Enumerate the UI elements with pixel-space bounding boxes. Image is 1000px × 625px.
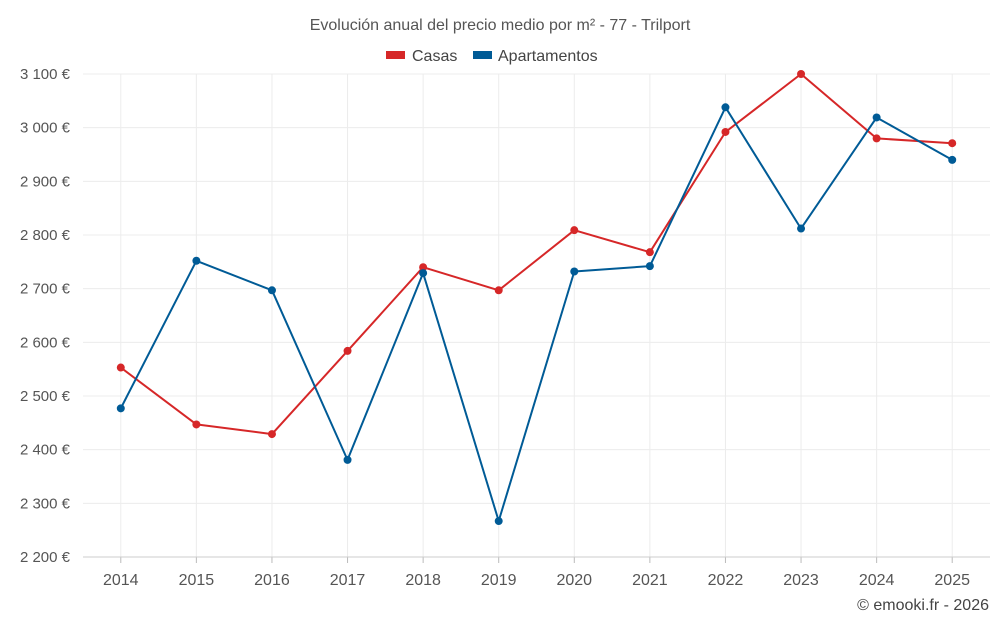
- grid: [83, 73, 990, 557]
- x-tick-label: 2018: [405, 572, 441, 589]
- axes: 2 200 € 2 300 € 2 400 € 2 500 € 2 600 € 2 700…: [20, 66, 990, 589]
- data-point-apartamentos[interactable]: [872, 113, 881, 122]
- legend-swatch-apartamentos: [473, 51, 492, 59]
- legend-label-casas[interactable]: Casas: [412, 48, 457, 65]
- data-point-apartamentos[interactable]: [192, 256, 201, 265]
- x-tick-label: 2016: [254, 572, 290, 589]
- y-tick-label: 2 600 €: [20, 334, 71, 351]
- data-point-casas[interactable]: [343, 346, 352, 355]
- x-tick-label: 2015: [179, 572, 215, 589]
- y-tick-label: 3 100 €: [20, 66, 71, 83]
- y-tick-label: 2 200 €: [20, 549, 71, 566]
- data-point-apartamentos[interactable]: [267, 286, 276, 295]
- legend: Casas Apartamentos: [386, 48, 598, 65]
- y-tick-label: 3 000 €: [20, 120, 71, 137]
- series-line-apartamentos: [119, 106, 953, 522]
- x-tick-label: 2024: [859, 572, 895, 589]
- data-point-apartamentos[interactable]: [570, 267, 579, 276]
- x-tick-label: 2014: [103, 572, 139, 589]
- data-point-apartamentos[interactable]: [419, 269, 428, 278]
- data-point-casas[interactable]: [948, 139, 957, 148]
- data-point-casas[interactable]: [797, 70, 806, 78]
- series: [116, 70, 957, 526]
- y-tick-label: 2 900 €: [20, 173, 71, 190]
- legend-label-apartamentos[interactable]: Apartamentos: [498, 48, 598, 65]
- data-point-apartamentos[interactable]: [721, 103, 730, 112]
- data-point-casas[interactable]: [721, 127, 730, 136]
- y-tick-label: 2 800 €: [20, 227, 71, 244]
- data-point-apartamentos[interactable]: [948, 155, 957, 164]
- data-point-casas[interactable]: [116, 363, 125, 372]
- data-point-apartamentos[interactable]: [797, 224, 806, 233]
- data-point-apartamentos[interactable]: [343, 455, 352, 464]
- x-tick-label: 2020: [556, 572, 592, 589]
- chart-title: Evolución anual del precio medio por m² …: [310, 17, 691, 34]
- data-point-apartamentos[interactable]: [116, 404, 125, 413]
- data-point-casas[interactable]: [494, 286, 503, 295]
- y-tick-label: 2 700 €: [20, 281, 71, 298]
- x-tick-label: 2017: [330, 572, 366, 589]
- data-point-casas[interactable]: [267, 430, 276, 439]
- x-tick-label: 2022: [708, 572, 744, 589]
- y-tick-label: 2 300 €: [20, 495, 71, 512]
- legend-swatch-casas: [386, 51, 405, 59]
- x-tick-label: 2025: [934, 572, 970, 589]
- y-tick-label: 2 400 €: [20, 442, 71, 459]
- x-tick-label: 2019: [481, 572, 517, 589]
- series-line-casas: [120, 73, 953, 436]
- data-point-casas[interactable]: [645, 248, 654, 257]
- credit-text: © emooki.fr - 2026: [857, 597, 989, 614]
- data-point-apartamentos[interactable]: [645, 262, 654, 271]
- data-point-casas[interactable]: [192, 420, 201, 429]
- data-point-casas[interactable]: [419, 263, 428, 272]
- data-point-apartamentos[interactable]: [494, 517, 503, 526]
- data-point-casas[interactable]: [570, 226, 579, 235]
- x-tick-label: 2023: [783, 572, 819, 589]
- y-tick-label: 2 500 €: [20, 388, 71, 405]
- x-tick-label: 2021: [632, 572, 668, 589]
- data-point-casas[interactable]: [872, 134, 881, 143]
